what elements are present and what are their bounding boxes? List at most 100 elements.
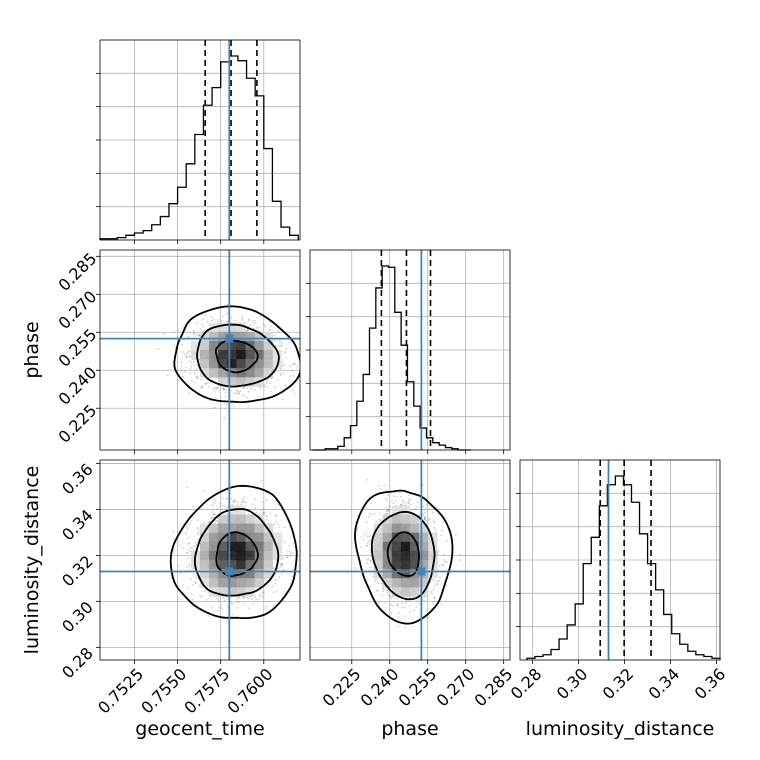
density-cell: [209, 359, 219, 369]
sample-point: [278, 339, 281, 341]
sample-point: [181, 343, 184, 346]
density-cell: [236, 359, 246, 369]
sample-point: [432, 589, 435, 591]
density-cell: [209, 331, 219, 342]
sample-point: [191, 379, 193, 382]
sample-point: [252, 322, 255, 325]
sample-point: [396, 604, 399, 607]
sample-point: [261, 591, 264, 594]
contour-level-3: [169, 484, 298, 619]
sample-point: [211, 504, 213, 507]
sample-point: [254, 322, 257, 324]
sample-point: [275, 520, 277, 523]
sample-point: [279, 372, 282, 375]
sample-point: [281, 562, 283, 565]
sample-point: [275, 514, 277, 517]
sample-point: [252, 503, 254, 505]
sample-point: [292, 542, 294, 545]
sample-point: [222, 387, 225, 390]
sample-point: [208, 521, 211, 523]
sample-point: [246, 387, 248, 390]
sample-point: [212, 387, 215, 390]
sample-point: [366, 541, 369, 544]
sample-point: [191, 505, 194, 508]
sample-point: [281, 398, 284, 400]
sample-point: [269, 325, 272, 327]
sample-point: [288, 550, 291, 553]
density-luminosity_distance-vs-geocent_time: [169, 480, 298, 620]
density-cell: [209, 532, 219, 543]
sample-point: [243, 394, 245, 397]
sample-point: [388, 510, 390, 512]
sample-point: [432, 511, 434, 514]
sample-point: [225, 403, 228, 406]
sample-point: [423, 511, 426, 514]
sample-point: [196, 322, 198, 324]
sample-point: [227, 320, 229, 322]
sample-point: [286, 556, 289, 559]
density-cell: [200, 368, 210, 378]
sample-point: [210, 517, 213, 520]
sample-point: [391, 500, 393, 502]
sample-point: [241, 395, 244, 398]
sample-point: [265, 492, 268, 495]
sample-point: [400, 495, 402, 498]
sample-point: [185, 356, 188, 358]
sample-point: [245, 396, 248, 399]
sample-point: [415, 600, 417, 602]
sample-point: [238, 601, 241, 603]
sample-point: [205, 383, 208, 385]
sample-point: [241, 317, 244, 320]
sample-point: [184, 370, 186, 373]
sample-point: [186, 552, 189, 554]
density-cell: [254, 532, 264, 543]
sample-point: [247, 318, 250, 321]
sample-point: [216, 320, 219, 323]
sample-point: [283, 600, 285, 602]
sample-point: [187, 537, 190, 539]
sample-point: [291, 552, 294, 554]
sample-point: [190, 519, 193, 522]
sample-point: [400, 602, 403, 605]
gridlines-0-0: [100, 40, 300, 240]
density-cell: [209, 560, 219, 570]
sample-point: [172, 548, 175, 551]
sample-point: [269, 512, 271, 515]
sample-point: [254, 596, 257, 598]
density-cell: [254, 340, 264, 351]
sample-point: [296, 365, 299, 368]
sample-point: [289, 555, 292, 557]
sample-point: [203, 383, 206, 385]
sample-point: [180, 366, 183, 368]
sample-point: [395, 597, 398, 600]
sample-point: [252, 327, 255, 330]
sample-point: [438, 565, 441, 568]
sample-point: [271, 585, 274, 588]
density-cell: [218, 541, 228, 552]
sample-point: [206, 320, 209, 323]
sample-point: [232, 501, 235, 504]
sample-point: [252, 603, 255, 605]
sample-point: [193, 333, 196, 335]
sample-point: [187, 557, 190, 560]
sample-point: [263, 384, 266, 386]
sample-point: [222, 315, 225, 318]
sample-point: [269, 321, 271, 324]
sample-point: [266, 515, 268, 517]
sample-point: [172, 530, 175, 533]
gridlines-2-2: [520, 460, 720, 660]
sample-point: [198, 584, 201, 587]
sample-point: [215, 387, 218, 389]
sample-point: [414, 508, 417, 510]
sample-point: [423, 517, 426, 520]
sample-point: [280, 563, 283, 566]
truth-marker: [225, 567, 234, 576]
sample-point: [243, 596, 245, 599]
sample-point: [236, 501, 239, 503]
sample-point: [184, 532, 187, 535]
density-cell: [236, 368, 246, 378]
sample-point: [163, 332, 166, 335]
sample-point: [247, 390, 250, 393]
sample-point: [356, 530, 359, 532]
sample-point: [201, 386, 204, 388]
